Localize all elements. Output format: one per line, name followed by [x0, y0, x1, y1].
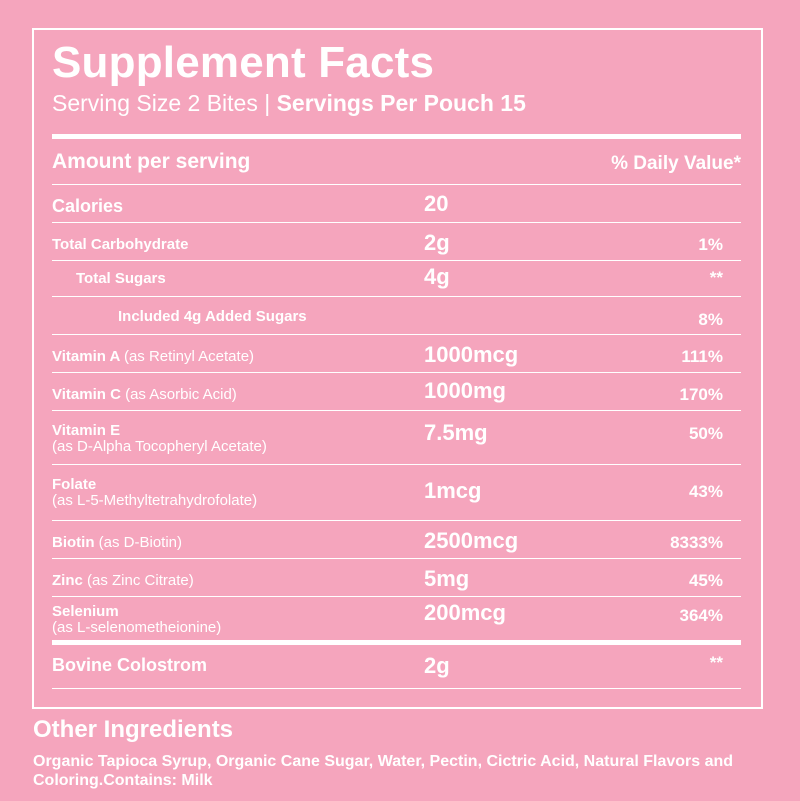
- servings-per-pouch: Servings Per Pouch 15: [276, 90, 526, 116]
- row-vitamin-e: Vitamin E (as D-Alpha Tocopheryl Acetate…: [52, 412, 741, 464]
- nutrient-dv: 1%: [698, 235, 723, 254]
- nutrient-source: (as L-selenometheionine): [52, 619, 222, 636]
- nutrient-amount: 2g: [424, 653, 450, 678]
- nutrient-name: Vitamin E: [52, 422, 121, 439]
- serving-separator: |: [264, 90, 271, 116]
- row-bovine-colostrom: Bovine Colostrom 2g **: [52, 645, 741, 685]
- row-biotin: Biotin (as D-Biotin) 2500mcg 8333%: [52, 522, 741, 558]
- nutrient-amount: 7.5mg: [424, 420, 488, 445]
- nutrient-name: Included 4g Added Sugars: [118, 308, 307, 325]
- divider: [52, 372, 741, 373]
- divider: [52, 296, 741, 297]
- nutrient-name: Vitamin C (as Asorbic Acid): [52, 386, 237, 403]
- row-added-sugars: Included 4g Added Sugars 8%: [52, 298, 741, 334]
- row-total-carbohydrate: Total Carbohydrate 2g 1%: [52, 224, 741, 260]
- row-calories: Calories 20: [52, 186, 741, 222]
- row-folate: Folate (as L-5-Methyltetrahydrofolate) 1…: [52, 466, 741, 520]
- divider: [52, 558, 741, 559]
- divider: [52, 464, 741, 465]
- nutrient-name: Bovine Colostrom: [52, 655, 208, 675]
- nutrient-dv: 43%: [688, 482, 723, 501]
- divider: [52, 596, 741, 597]
- nutrient-name: Total Sugars: [76, 270, 166, 287]
- nutrient-amount: 1mcg: [424, 478, 482, 503]
- row-vitamin-c: Vitamin C (as Asorbic Acid) 1000mg 170%: [52, 374, 741, 410]
- nutrient-name: Folate: [52, 476, 97, 493]
- nutrient-amount: 4g: [424, 264, 450, 289]
- nutrient-name: Selenium: [52, 603, 119, 620]
- nutrient-dv: 364%: [679, 606, 723, 625]
- nutrient-name: Biotin (as D-Biotin): [52, 534, 183, 551]
- divider: [52, 184, 741, 185]
- nutrient-amount: 1000mcg: [424, 342, 519, 367]
- nutrient-source: (as D-Alpha Tocopheryl Acetate): [52, 438, 267, 455]
- nutrient-amount: 1000mg: [424, 378, 506, 403]
- nutrient-amount: 200mcg: [424, 600, 506, 625]
- divider: [52, 334, 741, 335]
- nutrient-source: (as L-5-Methyltetrahydrofolate): [52, 492, 258, 509]
- divider: [52, 520, 741, 521]
- nutrient-dv: **: [709, 653, 723, 672]
- nutrient-dv: 45%: [688, 571, 723, 590]
- supplement-facts-panel: Supplement Facts Serving Size 2 Bites | …: [32, 28, 763, 709]
- nutrient-dv: 50%: [688, 424, 723, 443]
- divider-bottom: [52, 640, 741, 645]
- divider: [52, 688, 741, 689]
- nutrient-dv: 170%: [679, 385, 723, 404]
- row-total-sugars: Total Sugars 4g **: [52, 262, 741, 296]
- page-title: Supplement Facts: [52, 38, 435, 87]
- nutrient-dv: 8%: [698, 310, 723, 329]
- daily-value-header: % Daily Value*: [611, 153, 741, 174]
- nutrient-amount: 2500mcg: [424, 528, 519, 553]
- nutrient-name: Zinc (as Zinc Citrate): [52, 572, 194, 589]
- nutrient-name: Total Carbohydrate: [52, 236, 189, 253]
- other-ingredients-text: Organic Tapioca Syrup, Organic Cane Suga…: [33, 753, 734, 789]
- other-ingredients-title: Other Ingredients: [33, 716, 234, 743]
- serving-info: Serving Size 2 Bites | Servings Per Pouc…: [52, 90, 526, 117]
- nutrient-amount: 2g: [424, 230, 450, 255]
- nutrient-dv: 8333%: [670, 533, 723, 552]
- row-vitamin-a: Vitamin A (as Retinyl Acetate) 1000mcg 1…: [52, 336, 741, 372]
- serving-size: Serving Size 2 Bites: [52, 90, 258, 116]
- nutrient-name: Calories: [52, 196, 124, 216]
- nutrient-dv: **: [709, 268, 723, 287]
- divider: [52, 222, 741, 223]
- nutrient-dv: 111%: [681, 347, 723, 366]
- row-selenium: Selenium (as L-selenometheionine) 200mcg…: [52, 598, 741, 640]
- divider: [52, 260, 741, 261]
- amount-per-serving-header: Amount per serving: [52, 150, 251, 173]
- divider-top: [52, 134, 741, 139]
- divider: [52, 410, 741, 411]
- nutrient-amount: 20: [424, 191, 449, 216]
- nutrient-name: Vitamin A (as Retinyl Acetate): [52, 348, 255, 365]
- row-zinc: Zinc (as Zinc Citrate) 5mg 45%: [52, 560, 741, 596]
- nutrient-amount: 5mg: [424, 566, 470, 591]
